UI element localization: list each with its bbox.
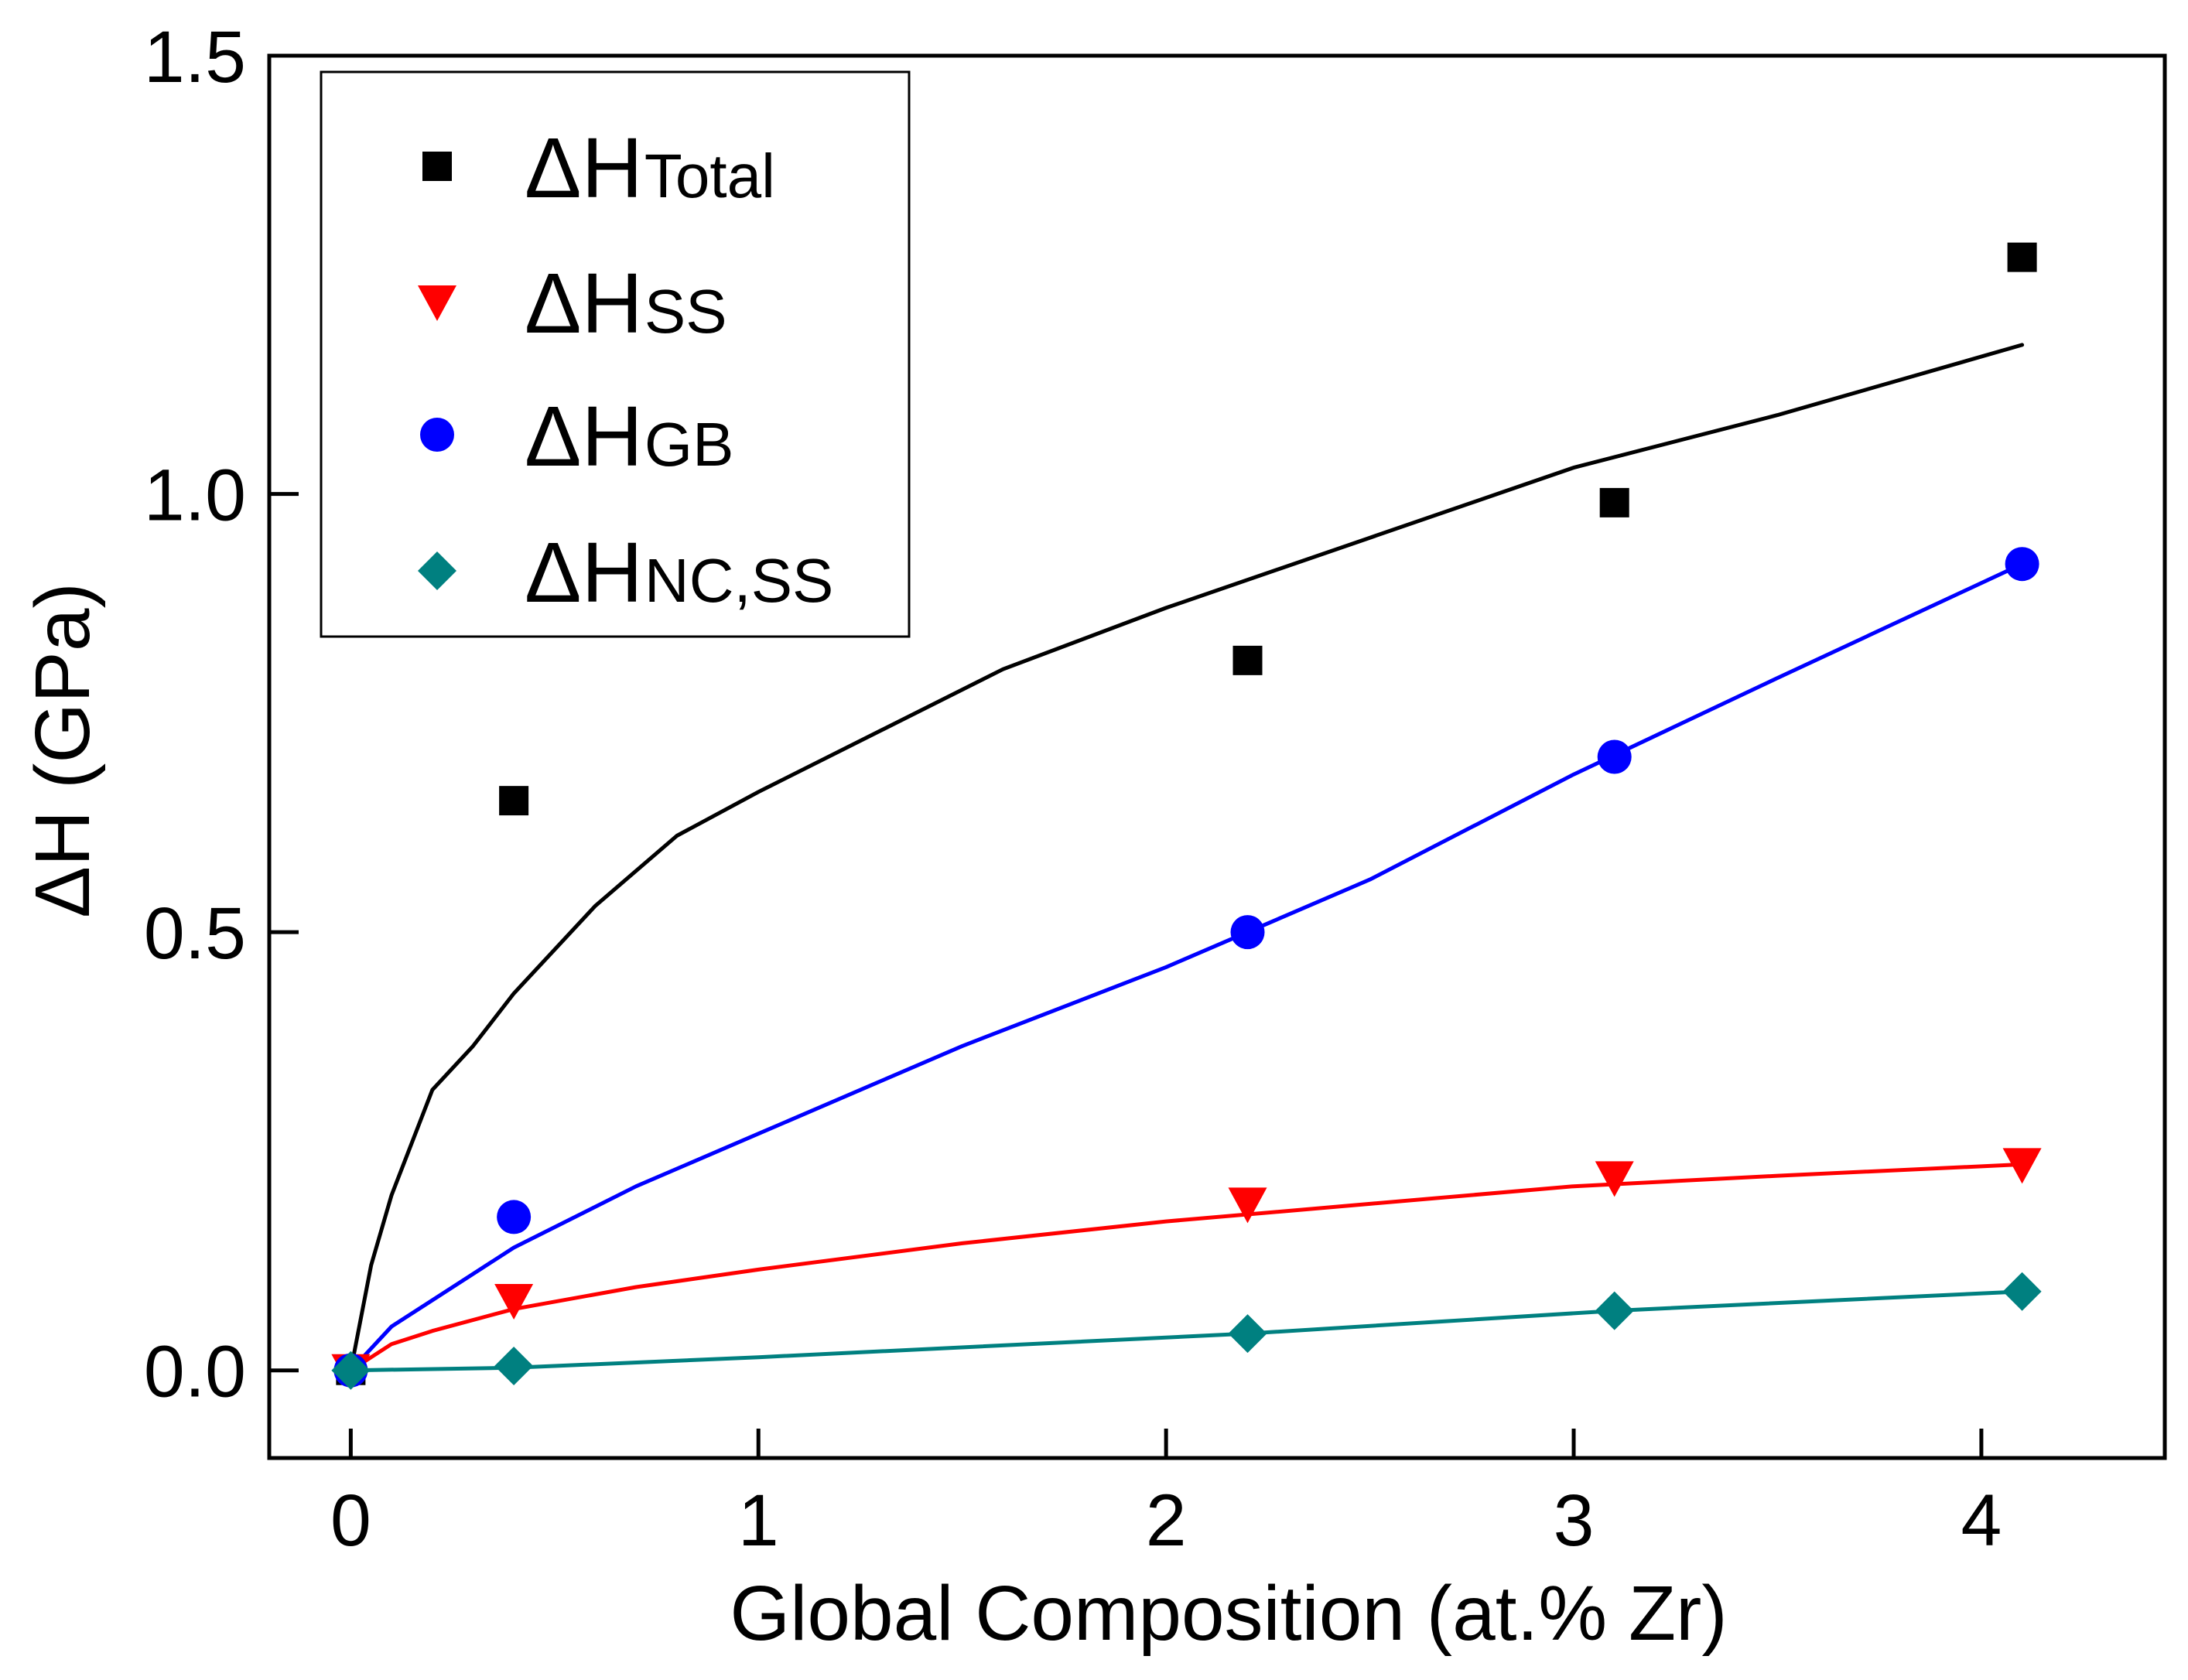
data-point-total xyxy=(1599,487,1629,517)
data-point-nc-ss xyxy=(331,1350,371,1390)
legend-marker-total xyxy=(422,152,452,181)
data-point-gb xyxy=(497,1200,532,1234)
legend-label: ΔHTotal xyxy=(525,121,775,216)
x-axis-title: Global Composition (at.% Zr) xyxy=(730,1570,1727,1657)
legend-box xyxy=(320,70,911,638)
data-markers xyxy=(331,242,2042,1390)
y-tick-label: 1.5 xyxy=(144,16,246,98)
y-tick-label: 0.0 xyxy=(144,1331,246,1413)
data-point-nc-ss xyxy=(1228,1314,1267,1354)
x-tick-label: 3 xyxy=(1554,1480,1595,1562)
data-point-gb xyxy=(1597,739,1632,774)
x-tick-label: 2 xyxy=(1146,1480,1187,1562)
x-tick-label: 1 xyxy=(738,1480,779,1562)
data-point-ss xyxy=(1595,1161,1634,1197)
fit-line-total xyxy=(348,343,2025,1373)
legend-label: ΔHSS xyxy=(525,256,727,351)
y-axis-title: ΔH (GPa) xyxy=(19,582,106,918)
data-point-ss xyxy=(2002,1148,2042,1184)
axis-ticks: 0 1 2 3 4 0.0 0.5 1.0 1.5 xyxy=(144,16,2002,1562)
legend-label: ΔHNC,SS xyxy=(525,525,833,620)
y-tick-label: 0.5 xyxy=(144,893,246,975)
fit-line-ss xyxy=(348,1162,2025,1373)
data-point-total xyxy=(1232,645,1263,675)
data-point-nc-ss xyxy=(1595,1291,1634,1330)
x-tick-label: 0 xyxy=(330,1480,371,1562)
fit-line-nc-ss xyxy=(348,1289,2025,1373)
data-point-gb xyxy=(2005,547,2039,582)
data-point-total xyxy=(2007,242,2037,272)
data-point-nc-ss xyxy=(2002,1272,2042,1311)
legend-marker-ss xyxy=(418,285,456,321)
plot-frame xyxy=(267,53,2167,1460)
legend: ΔHTotal ΔHSS ΔHGB ΔHNC,SS xyxy=(320,70,911,638)
data-point-ss xyxy=(494,1284,534,1320)
data-point-ss xyxy=(1228,1187,1267,1224)
legend-marker-nc-ss xyxy=(418,551,456,590)
data-point-nc-ss xyxy=(494,1347,534,1386)
legend-marker-gb xyxy=(420,418,454,452)
data-point-gb xyxy=(1230,915,1265,950)
data-point-total xyxy=(499,786,529,816)
y-tick-label: 1.0 xyxy=(144,455,246,537)
legend-label: ΔHGB xyxy=(525,389,734,484)
x-tick-label: 4 xyxy=(1961,1480,2002,1562)
